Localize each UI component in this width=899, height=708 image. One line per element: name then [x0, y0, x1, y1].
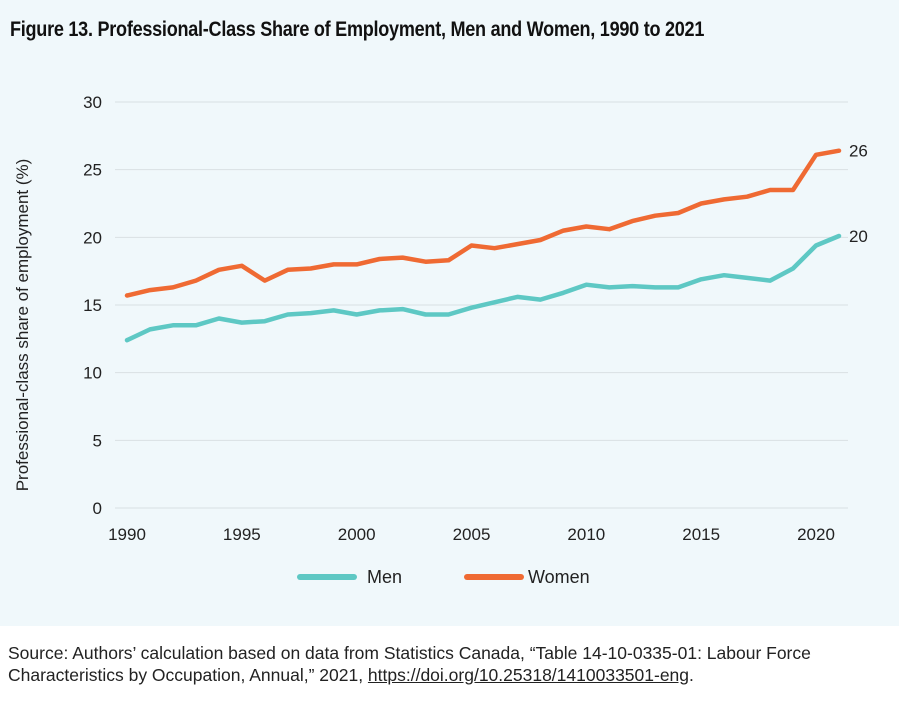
y-tick-label: 25 [83, 161, 102, 180]
series-line-women [124, 148, 842, 298]
y-axis-label: Professional-class share of employment (… [13, 159, 32, 492]
x-axis-ticks: 1990 1995 2000 2005 2010 2015 2020 [108, 525, 835, 544]
source-text: Source: Authors’ calculation based on da… [8, 643, 811, 685]
y-tick-label: 0 [93, 499, 102, 518]
x-tick-label: 2010 [567, 525, 605, 544]
chart-title: Figure 13. Professional-Class Share of E… [10, 18, 705, 41]
end-label-women: 26 [849, 142, 868, 161]
legend: Men Women [297, 567, 590, 587]
chart-panel: Figure 13. Professional-Class Share of E… [0, 0, 899, 626]
source-suffix: . [689, 665, 694, 685]
legend-label-women: Women [528, 567, 590, 587]
x-tick-label: 2000 [338, 525, 376, 544]
y-tick-label: 5 [93, 431, 102, 450]
source-link[interactable]: https://doi.org/10.25318/1410033501-eng [367, 665, 690, 685]
x-tick-label: 1990 [108, 525, 146, 544]
x-tick-label: 2005 [453, 525, 491, 544]
legend-label-men: Men [367, 567, 402, 587]
y-tick-label: 20 [83, 228, 102, 247]
source-note: Source: Authors’ calculation based on da… [8, 642, 898, 686]
series-lines [124, 148, 842, 343]
x-tick-label: 2020 [797, 525, 835, 544]
series-line-men [124, 233, 842, 343]
y-tick-label: 10 [83, 364, 102, 383]
y-axis-ticks: 0 5 10 15 20 25 30 [83, 93, 102, 518]
y-tick-label: 15 [83, 296, 102, 315]
x-tick-label: 1995 [223, 525, 261, 544]
end-label-men: 20 [849, 227, 868, 246]
x-tick-label: 2015 [682, 525, 720, 544]
y-tick-label: 30 [83, 93, 102, 112]
